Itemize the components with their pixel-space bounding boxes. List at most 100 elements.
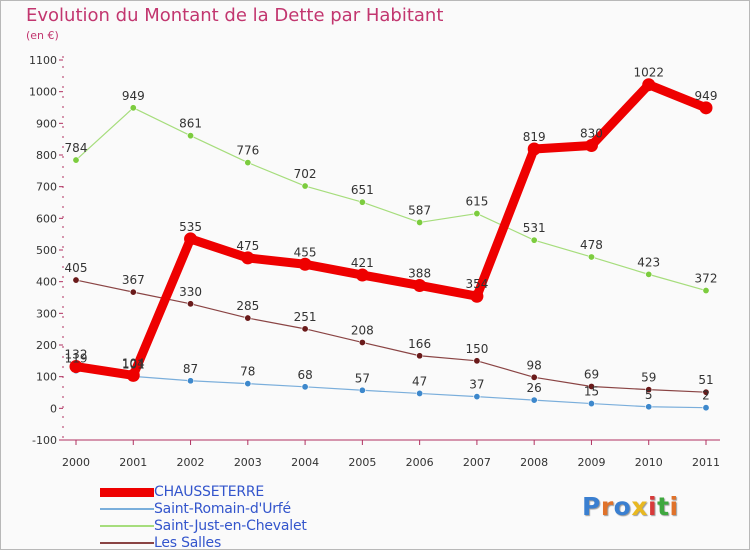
legend-swatch-saint-romain [100,508,154,510]
legend-label-saint-just: Saint-Just-en-Chevalet [154,518,307,534]
y-tick-label: -100 [32,434,57,447]
series-line-1 [75,370,707,409]
series-point-1 [702,404,710,412]
series-point-0 [413,278,427,292]
series-point-0 [298,257,312,271]
data-label-3: 98 [527,358,542,372]
data-label-3: 367 [122,273,145,287]
data-label-3: 405 [65,261,88,275]
data-label-1: 2 [702,389,710,403]
data-label-3: 330 [179,285,202,299]
data-label-3: 285 [236,299,259,313]
y-tick-label: 100 [36,371,57,384]
data-label-1: 119 [65,352,88,366]
data-label-2: 372 [695,272,718,286]
data-label-2: 702 [294,167,317,181]
x-tick-label: 2001 [119,456,147,469]
data-label-0: 475 [236,239,259,253]
data-label-0: 949 [695,89,718,103]
data-label-0: 455 [294,245,317,259]
y-tick-label: 300 [36,307,57,320]
series-lines [69,78,713,412]
series-point-2 [244,159,252,167]
x-tick-label: 2000 [62,456,90,469]
data-label-0: 819 [523,130,546,144]
series-point-2 [72,156,80,164]
data-label-3: 208 [351,323,374,337]
series-line-0 [71,80,711,380]
series-point-3 [645,386,653,394]
data-label-0: 1022 [633,66,664,80]
x-tick-label: 2010 [635,456,663,469]
series-point-0 [642,78,656,92]
series-point-2 [587,253,595,261]
proxiti-logo: Proxiti [582,492,679,521]
series-line-2 [75,107,707,292]
x-tick-label: 2006 [406,456,434,469]
series-point-2 [187,132,195,140]
y-tick-label: 900 [36,117,57,130]
series-point-1 [473,393,481,401]
series-point-1 [301,383,309,391]
data-label-3: 150 [465,342,488,356]
series-point-2 [645,270,653,278]
legend-swatch-saint-just [100,525,154,527]
data-label-2: 861 [179,117,202,131]
data-label-1: 47 [412,374,427,388]
logo-letter: r [600,492,614,521]
x-tick-label: 2005 [348,456,376,469]
series-point-0 [241,251,255,265]
series-point-2 [530,236,538,244]
series-point-0 [184,232,198,246]
x-tick-label: 2008 [520,456,548,469]
logo-letter: o [613,492,632,521]
y-tick-label: 1100 [29,54,57,67]
series-point-0 [355,268,369,282]
data-label-2: 423 [637,255,660,269]
logo-letter: i [648,492,658,521]
y-tick-label: 700 [36,181,57,194]
series-point-2 [129,104,137,112]
y-tick-label: 1000 [29,86,57,99]
y-tick-label: 0 [50,402,57,415]
x-tick-label: 2004 [291,456,319,469]
data-label-2: 949 [122,89,145,103]
series-point-3 [129,288,137,296]
series-point-2 [702,287,710,295]
data-label-1: 101 [122,357,145,371]
series-point-1 [530,396,538,404]
legend-label-saint-romain: Saint-Romain-d'Urfé [154,501,291,517]
series-point-0 [584,139,598,152]
data-label-0: 388 [408,266,431,280]
data-label-0: 421 [351,256,374,270]
x-tick-label: 2007 [463,456,491,469]
data-label-3: 166 [408,337,431,351]
data-label-3: 251 [294,310,317,324]
data-label-0: 132 [65,348,88,362]
data-label-1: 57 [355,371,370,385]
x-tick-label: 2009 [577,456,605,469]
series-point-3 [358,338,366,346]
y-tick-label: 800 [36,149,57,162]
data-label-2: 587 [408,203,431,217]
series-point-3 [416,352,424,360]
x-tick-label: 2002 [177,456,205,469]
series-line-3 [75,279,707,393]
data-label-0: 535 [179,220,202,234]
series-point-3 [530,373,538,381]
series-point-3 [72,276,80,284]
legend-swatch-chausseterre [100,488,154,497]
series-point-2 [416,218,424,226]
data-label-2: 651 [351,183,374,197]
x-tick-label: 2011 [692,456,720,469]
logo-letter: i [669,492,679,521]
data-label-0: 104 [122,356,145,370]
series-point-1 [187,377,195,385]
data-label-1: 87 [183,362,198,376]
data-label-1: 26 [527,381,542,395]
series-point-3 [702,388,710,396]
series-point-3 [244,314,252,322]
series-point-1 [416,389,424,397]
